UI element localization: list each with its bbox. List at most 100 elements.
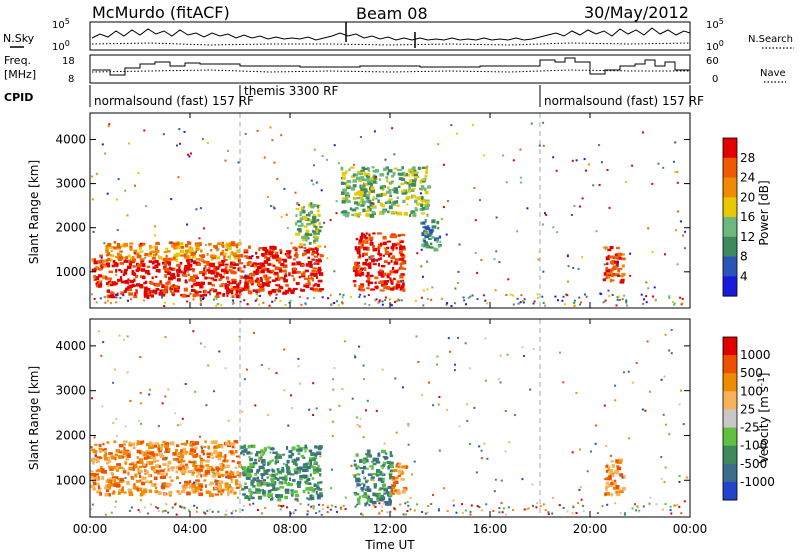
scatter-cell (299, 212, 302, 217)
scatter-cell (366, 175, 371, 178)
near-range-cell (464, 509, 467, 512)
near-range-cell (326, 506, 329, 509)
scatter-cell (139, 461, 144, 464)
near-range-cell (381, 303, 384, 306)
scatter-cell (295, 232, 301, 236)
speckle-cell (545, 213, 548, 216)
near-range-cell (539, 505, 542, 508)
scatter-cell (375, 197, 378, 200)
speckle-cell (570, 214, 573, 216)
scatter-cell (615, 459, 619, 463)
scatter-cell (379, 211, 382, 215)
near-range-cell (566, 294, 569, 297)
scatter-cell (393, 244, 397, 247)
scatter-cell (148, 474, 151, 478)
scatter-cell (179, 261, 183, 265)
scatter-cell (116, 246, 121, 250)
scatter-cell (210, 249, 213, 252)
near-range-cell (155, 506, 157, 509)
scatter-cell (278, 259, 281, 264)
scatter-cell (192, 485, 196, 488)
scatter-cell (247, 471, 252, 475)
scatter-cell (415, 208, 419, 212)
scatter-cell (422, 178, 425, 181)
scatter-cell (437, 226, 440, 230)
scatter-cell (206, 261, 210, 265)
scatter-cell (301, 209, 306, 214)
speckle-cell (183, 130, 186, 133)
scatter-cell (365, 240, 369, 244)
scatter-cell (607, 467, 610, 472)
scatter-cell (222, 269, 227, 272)
scatter-cell (233, 491, 237, 495)
near-range-cell (106, 299, 109, 302)
near-range-cell (378, 502, 381, 505)
scatter-cell (197, 483, 203, 486)
scatter-cell (213, 445, 216, 448)
speckle-cell (229, 483, 231, 486)
near-range-cell (621, 298, 624, 301)
scatter-cell (394, 480, 399, 484)
near-range-cell (467, 297, 470, 299)
near-range-cell (533, 300, 536, 303)
scatter-cell (184, 482, 189, 486)
scatter-cell (390, 246, 395, 250)
scatter-cell (345, 170, 348, 175)
near-range-cell (336, 510, 338, 513)
scatter-cell (212, 254, 217, 257)
scatter-cell (148, 489, 153, 493)
scatter-cell (414, 171, 419, 174)
speckle-cell (179, 423, 182, 426)
scatter-cell (361, 200, 366, 205)
near-range-cell (446, 302, 449, 305)
scatter-cell (371, 500, 377, 505)
scatter-cell (359, 200, 362, 204)
scatter-cell (236, 294, 241, 299)
scatter-cell (400, 261, 406, 264)
near-range-cell (465, 303, 467, 306)
scatter-cell (215, 471, 221, 476)
speckle-cell (684, 230, 687, 233)
scatter-cell (621, 253, 625, 256)
scatter-cell (215, 488, 219, 491)
scatter-cell (157, 255, 161, 259)
near-range-cell (558, 504, 561, 507)
scatter-cell (316, 468, 322, 472)
scatter-cell (602, 278, 607, 282)
scatter-cell (134, 464, 138, 469)
scatter-cell (360, 204, 365, 207)
scatter-cell (303, 246, 307, 250)
near-range-cell (359, 293, 362, 296)
near-range-cell (623, 513, 626, 516)
speckle-cell (454, 363, 456, 366)
near-range-cell (471, 294, 474, 297)
scatter-cell (385, 166, 389, 170)
scatter-cell (159, 289, 163, 293)
scatter-cell (298, 229, 302, 233)
speckle-cell (108, 123, 111, 126)
scatter-cell (155, 275, 158, 278)
cpid-segment-3: normalsound (fast) 157 RF (544, 94, 704, 108)
scatter-cell (316, 495, 321, 500)
scatter-cell (236, 289, 239, 293)
scatter-cell (250, 444, 255, 448)
speckle-cell (373, 258, 376, 260)
scatter-cell (610, 460, 614, 463)
scatter-cell (356, 202, 360, 206)
scatter-cell (205, 490, 209, 494)
scatter-cell (616, 466, 622, 471)
scatter-cell (361, 198, 364, 202)
scatter-cell (429, 232, 433, 235)
scatter-cell (412, 187, 416, 190)
scatter-cell (346, 180, 352, 184)
scatter-cell (227, 280, 231, 283)
speckle-cell (329, 408, 332, 411)
scatter-cell (370, 477, 375, 481)
near-range-cell (414, 299, 417, 302)
scatter-cell (252, 477, 257, 481)
scatter-cell (181, 273, 187, 277)
scatter-cell (399, 287, 404, 291)
speckle-cell (110, 250, 113, 253)
scatter-cell (300, 289, 306, 292)
speckle-cell (402, 386, 404, 389)
